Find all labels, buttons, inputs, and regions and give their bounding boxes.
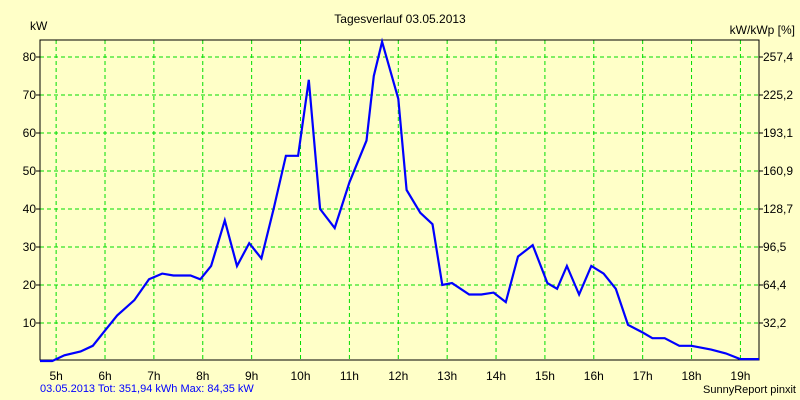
x-tick-label: 18h (682, 369, 702, 383)
x-tick-label: 19h (730, 369, 750, 383)
x-tick-label: 11h (340, 369, 359, 383)
x-tick-label: 17h (633, 369, 653, 383)
y-right-tick-label: 64,4 (763, 278, 787, 292)
x-tick-label: 7h (147, 369, 160, 383)
y-right-tick-label: 225,2 (763, 88, 793, 102)
footer-summary: 03.05.2013 Tot: 351,94 kWh Max: 84,35 kW (40, 383, 254, 395)
y-right-tick-label: 32,2 (763, 316, 787, 330)
y-tick-label: 40 (23, 202, 37, 216)
footer-credit: SunnyReport pinxit (703, 384, 796, 396)
x-tick-label: 13h (437, 369, 457, 383)
chart-title: Tagesverlauf 03.05.2013 (334, 12, 466, 26)
x-tick-label: 5h (49, 369, 62, 383)
y-axis-label-right: kW/kWp [%] (730, 23, 795, 37)
x-tick-label: 12h (388, 369, 408, 383)
y-tick-label: 20 (23, 278, 37, 292)
x-tick-label: 15h (535, 369, 555, 383)
y-tick-label: 30 (23, 240, 37, 254)
x-tick-label: 14h (486, 369, 506, 383)
y-right-tick-label: 257,4 (763, 50, 793, 64)
y-right-tick-label: 96,5 (763, 240, 787, 254)
x-tick-label: 9h (245, 369, 258, 383)
y-axis-label-left: kW (30, 19, 48, 33)
plot-border (39, 39, 760, 361)
y-right-tick-label: 160,9 (763, 164, 793, 178)
x-tick-label: 6h (98, 369, 111, 383)
x-tick-label: 8h (196, 369, 209, 383)
y-tick-label: 70 (23, 88, 37, 102)
y-right-tick-label: 128,7 (763, 202, 793, 216)
y-right-tick-label: 193,1 (763, 126, 793, 140)
y-tick-label: 80 (23, 50, 37, 64)
x-tick-label: 10h (291, 369, 311, 383)
y-tick-label: 60 (23, 126, 37, 140)
y-tick-label: 50 (23, 164, 37, 178)
y-tick-label: 10 (23, 316, 37, 330)
power-line (40, 37, 759, 363)
x-tick-label: 16h (584, 369, 604, 383)
